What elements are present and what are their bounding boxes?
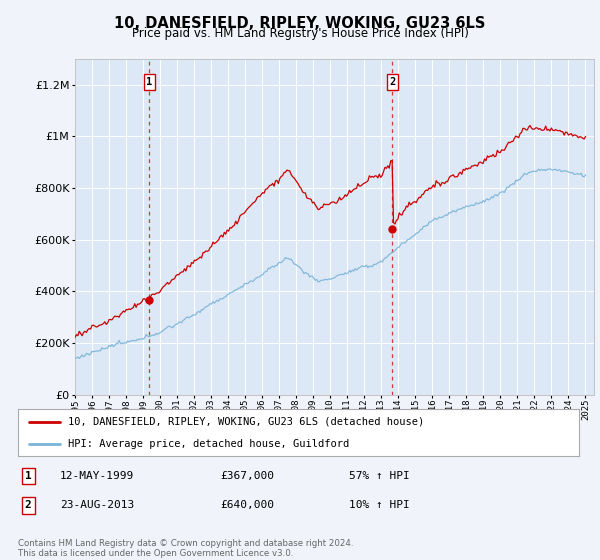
Text: 1: 1	[25, 471, 31, 481]
Text: 10% ↑ HPI: 10% ↑ HPI	[349, 501, 410, 510]
Text: 12-MAY-1999: 12-MAY-1999	[60, 471, 134, 481]
Text: Price paid vs. HM Land Registry's House Price Index (HPI): Price paid vs. HM Land Registry's House …	[131, 27, 469, 40]
Text: £367,000: £367,000	[220, 471, 274, 481]
Text: 2: 2	[389, 77, 395, 87]
Text: 2: 2	[25, 501, 31, 510]
Text: 10, DANESFIELD, RIPLEY, WOKING, GU23 6LS (detached house): 10, DANESFIELD, RIPLEY, WOKING, GU23 6LS…	[68, 417, 425, 427]
Text: HPI: Average price, detached house, Guildford: HPI: Average price, detached house, Guil…	[68, 438, 350, 449]
Text: 1: 1	[146, 77, 152, 87]
Text: Contains HM Land Registry data © Crown copyright and database right 2024.
This d: Contains HM Land Registry data © Crown c…	[18, 539, 353, 558]
Text: 23-AUG-2013: 23-AUG-2013	[60, 501, 134, 510]
Text: 10, DANESFIELD, RIPLEY, WOKING, GU23 6LS: 10, DANESFIELD, RIPLEY, WOKING, GU23 6LS	[115, 16, 485, 31]
Text: £640,000: £640,000	[220, 501, 274, 510]
Text: 57% ↑ HPI: 57% ↑ HPI	[349, 471, 410, 481]
